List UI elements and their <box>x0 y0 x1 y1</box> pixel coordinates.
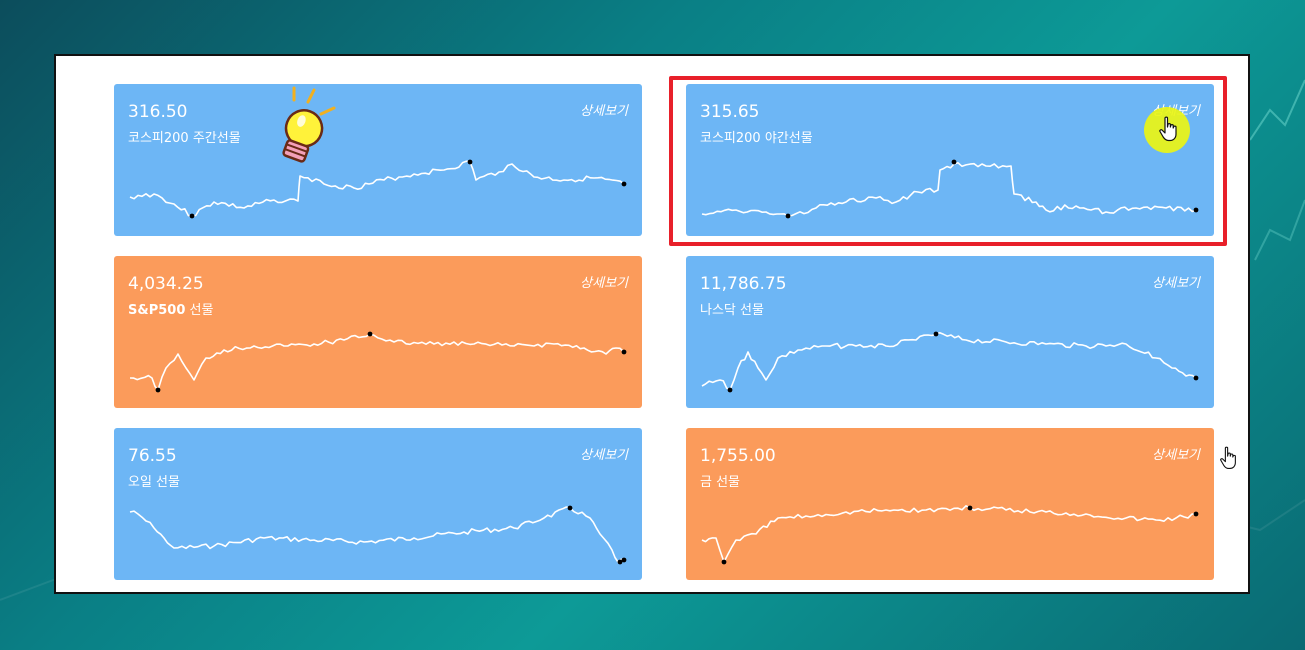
sparkline-marker <box>1193 511 1199 517</box>
card-name: 코스피200 야간선물 <box>700 131 813 146</box>
sparkline-marker <box>155 387 161 393</box>
card-name: 금 선물 <box>700 475 741 490</box>
pointer-hand-icon <box>1159 116 1177 142</box>
card-sp500-futures[interactable]: 4,034.25 S&P500 선물 상세보기 <box>114 256 642 408</box>
detail-link[interactable]: 상세보기 <box>1152 448 1200 463</box>
card-kospi200-night-futures[interactable]: 315.65 코스피200 야간선물 상세보기 <box>686 84 1214 236</box>
card-gold-futures[interactable]: 1,755.00 금 선물 상세보기 <box>686 428 1214 580</box>
pointer-hand-icon <box>1220 446 1236 469</box>
sparkline-marker <box>467 159 473 165</box>
sparkline-marker <box>933 331 939 337</box>
card-value: 11,786.75 <box>700 274 787 294</box>
card-nasdaq-futures[interactable]: 11,786.75 나스닥 선물 상세보기 <box>686 256 1214 408</box>
futures-dashboard-panel: 316.50 코스피200 주간선물 상세보기 315.65 코스피200 야간… <box>54 54 1250 594</box>
sparkline-marker <box>727 387 733 393</box>
sparkline-marker <box>1193 375 1199 381</box>
sparkline-kospi200-night <box>701 159 1199 219</box>
sparkline-sp500 <box>129 331 627 393</box>
sparkline-gold <box>701 505 1199 565</box>
card-value: 76.55 <box>128 446 177 466</box>
detail-link[interactable]: 상세보기 <box>580 276 628 291</box>
detail-link[interactable]: 상세보기 <box>580 448 628 463</box>
sparkline-path <box>129 333 625 391</box>
sparkline-path <box>129 506 625 563</box>
sparkline-path <box>701 162 1197 217</box>
sparkline-path <box>129 160 625 217</box>
card-name: 코스피200 주간선물 <box>128 131 241 146</box>
card-value: 316.50 <box>128 102 188 122</box>
sparkline-marker <box>621 557 627 563</box>
card-kospi200-day-futures[interactable]: 316.50 코스피200 주간선물 상세보기 <box>114 84 642 236</box>
sparkline-marker <box>367 331 373 337</box>
sparkline-kospi200-day <box>129 159 627 219</box>
card-name: S&P500 선물 <box>128 303 214 318</box>
sparkline-marker <box>951 159 957 165</box>
sparkline-oil <box>129 505 627 565</box>
sparkline-path <box>701 332 1197 391</box>
card-value: 1,755.00 <box>700 446 776 466</box>
sparkline-marker <box>621 349 627 355</box>
card-value: 4,034.25 <box>128 274 204 294</box>
detail-link[interactable]: 상세보기 <box>580 104 628 119</box>
card-name: 나스닥 선물 <box>700 303 764 318</box>
sparkline-marker <box>621 181 627 187</box>
highlight-box <box>669 76 1227 246</box>
sparkline-marker <box>189 213 195 219</box>
sparkline-marker <box>617 559 623 565</box>
sparkline-marker <box>1193 207 1199 213</box>
card-name: 오일 선물 <box>128 475 180 490</box>
sparkline-marker <box>967 505 973 511</box>
card-value: 315.65 <box>700 102 760 122</box>
sparkline-nasdaq <box>701 331 1199 393</box>
card-oil-futures[interactable]: 76.55 오일 선물 상세보기 <box>114 428 642 580</box>
sparkline-marker <box>785 213 791 219</box>
sparkline-marker <box>567 505 573 511</box>
detail-link[interactable]: 상세보기 <box>1152 276 1200 291</box>
lightbulb-icon <box>282 86 336 163</box>
sparkline-path <box>701 505 1197 563</box>
sparkline-marker <box>721 559 727 565</box>
